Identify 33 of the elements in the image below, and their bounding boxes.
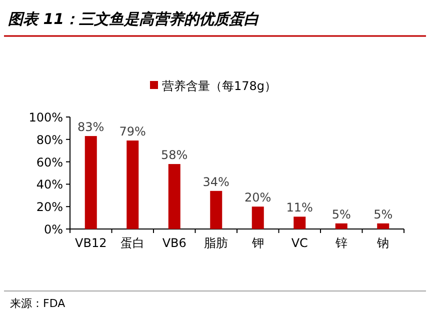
y-tick-label: 60% <box>36 155 63 170</box>
data-label: 11% <box>286 200 313 215</box>
x-tick-label: 蛋白 <box>120 236 145 250</box>
bar <box>126 140 139 229</box>
data-label: 34% <box>202 174 230 189</box>
data-label: 5% <box>374 207 393 222</box>
bar <box>252 206 264 229</box>
data-label: 79% <box>119 124 146 139</box>
y-tick-label: 100% <box>28 110 63 124</box>
x-tick-label: 钠 <box>376 236 390 250</box>
x-tick-label: VC <box>291 236 308 250</box>
bar <box>84 136 97 229</box>
y-tick-label: 40% <box>36 178 63 192</box>
bar <box>335 223 348 229</box>
y-tick-label: 80% <box>36 132 63 147</box>
x-tick-label: 钾 <box>250 236 264 250</box>
y-tick-label: 20% <box>36 200 63 214</box>
x-tick-label: 脂肪 <box>204 236 228 250</box>
bar <box>377 223 390 229</box>
data-label: 20% <box>244 190 272 205</box>
bar <box>168 164 180 229</box>
legend-label: 营养含量（每178g） <box>162 79 277 93</box>
bar <box>210 190 222 229</box>
x-tick-label: VB12 <box>75 236 107 250</box>
y-tick-label: 0% <box>44 222 63 236</box>
data-label: 83% <box>78 120 104 134</box>
bar <box>294 216 306 229</box>
x-tick-label: VB6 <box>162 236 186 250</box>
data-label: 58% <box>161 148 188 162</box>
source-note: 来源：FDA <box>10 297 66 310</box>
x-tick-label: 锌 <box>334 236 348 250</box>
data-label: 5% <box>332 207 351 222</box>
chart-title: 图表 11：三文鱼是高营养的优质蛋白 <box>8 10 260 28</box>
